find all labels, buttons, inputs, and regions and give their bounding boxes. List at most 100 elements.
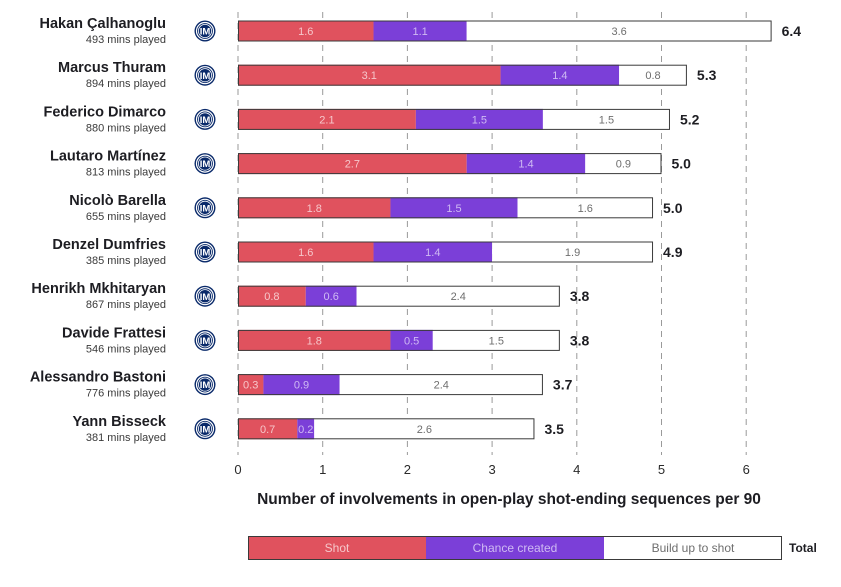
bar-segment-shot — [238, 285, 306, 307]
bar-segment-build-up-to-shot — [432, 329, 560, 351]
bar-segment-shot — [238, 329, 391, 351]
total-label: 3.5 — [544, 421, 564, 437]
crest-monogram: IM — [200, 292, 211, 303]
player-name: Marcus Thuram — [58, 60, 166, 76]
bar-segment-chance-created — [390, 197, 518, 219]
player-name: Davide Frattesi — [62, 325, 166, 341]
crest-outer — [194, 329, 216, 351]
legend-label: Build up to shot — [652, 541, 735, 555]
bar-segment-chance-created — [305, 285, 357, 307]
inter-crest-icon: IM — [194, 285, 216, 307]
data-label: 0.8 — [264, 291, 279, 303]
inter-crest-icon: IM — [194, 108, 216, 130]
data-label: 0.3 — [243, 380, 258, 392]
crest-outer — [194, 153, 216, 175]
bar-outline — [238, 64, 687, 86]
data-label: 2.6 — [417, 424, 432, 436]
total-label: 5.3 — [697, 67, 717, 83]
crest-inner-ring — [197, 333, 212, 348]
bar-segment-build-up-to-shot — [492, 241, 654, 263]
bars-layer — [238, 20, 772, 440]
minutes-played: 880 mins played — [86, 122, 166, 134]
crest-outer — [194, 241, 216, 263]
minutes-played: 385 mins played — [86, 255, 166, 267]
x-axis: 0 1 2 3 4 5 6 — [234, 462, 749, 477]
bar-outline — [238, 20, 772, 42]
crest-ring — [195, 242, 215, 262]
crest-outer — [194, 197, 216, 219]
bar-segment-build-up-to-shot — [339, 374, 543, 396]
crest-ring — [195, 154, 215, 173]
crest-outer — [194, 64, 216, 86]
player-name: Hakan Çalhanoglu — [40, 16, 167, 32]
total-label: 4.9 — [663, 244, 683, 260]
bar-outline — [238, 153, 662, 175]
crest-monogram: IM — [200, 380, 211, 391]
bar-segment-shot — [238, 241, 374, 263]
data-label: 1.9 — [565, 247, 580, 259]
bar-segment-chance-created — [263, 374, 340, 396]
crest-ring — [195, 21, 215, 41]
x-tick-label: 2 — [404, 462, 411, 477]
bar-segment-build-up-to-shot — [517, 197, 654, 219]
bar-row — [238, 285, 560, 307]
crest-inner-ring — [197, 244, 212, 259]
data-label: 1.5 — [489, 335, 504, 347]
crest-ring — [195, 375, 215, 394]
data-label: 3.1 — [362, 70, 377, 82]
inter-crest-icon: IM — [194, 418, 216, 440]
total-label: 3.8 — [570, 288, 590, 304]
total-label: 6.4 — [782, 23, 802, 39]
bar-row — [238, 418, 535, 440]
data-label: 0.6 — [324, 291, 339, 303]
bar-segment-shot — [238, 418, 298, 440]
bar-row — [238, 329, 560, 351]
bar-segment-build-up-to-shot — [542, 108, 670, 130]
bar-outline — [238, 241, 654, 263]
legend-label: Shot — [325, 541, 350, 555]
crest-monogram: IM — [200, 248, 211, 259]
data-label: 1.6 — [298, 247, 313, 259]
bar-segment-build-up-to-shot — [585, 153, 662, 175]
legend-swatch-shot — [248, 536, 426, 560]
minutes-played: 776 mins played — [86, 388, 166, 400]
x-tick-label: 4 — [573, 462, 580, 477]
bar-segment-chance-created — [297, 418, 315, 440]
bar-segment-shot — [238, 108, 416, 130]
inter-crest-icon: IM — [194, 197, 216, 219]
total-label: 3.7 — [553, 377, 573, 393]
player-name: Yann Bisseck — [73, 414, 167, 430]
legend-total-label: Total — [789, 541, 817, 555]
crest-ring — [195, 110, 215, 129]
minutes-played: 381 mins played — [86, 432, 166, 444]
bar-segment-shot — [238, 197, 391, 219]
bar-row — [238, 241, 654, 263]
bar-segment-chance-created — [373, 241, 493, 263]
bar-segment-chance-created — [500, 64, 620, 86]
crest-ring — [195, 331, 215, 350]
crest-monogram: IM — [200, 115, 211, 126]
player-name: Alessandro Bastoni — [30, 370, 166, 386]
crest-monogram: IM — [200, 159, 211, 170]
bar-outline — [238, 197, 654, 219]
player-name: Lautaro Martínez — [50, 149, 166, 165]
crest-inner-ring — [197, 68, 212, 83]
data-label: 2.4 — [434, 380, 449, 392]
data-label: 1.4 — [552, 70, 567, 82]
bar-outline — [238, 374, 543, 396]
crest-ring — [195, 66, 215, 85]
crest-monogram: IM — [200, 424, 211, 435]
minutes-played: 655 mins played — [86, 211, 166, 223]
bar-row — [238, 20, 772, 42]
crest-inner-ring — [197, 156, 212, 171]
legend-outline — [248, 536, 782, 560]
crest-monogram: IM — [200, 203, 211, 214]
minutes-played: 813 mins played — [86, 167, 166, 179]
bar-outline — [238, 418, 535, 440]
legend-label: Chance created — [473, 541, 558, 555]
x-tick-label: 5 — [658, 462, 665, 477]
data-label: 1.5 — [446, 203, 461, 215]
crest-inner-ring — [197, 200, 212, 215]
